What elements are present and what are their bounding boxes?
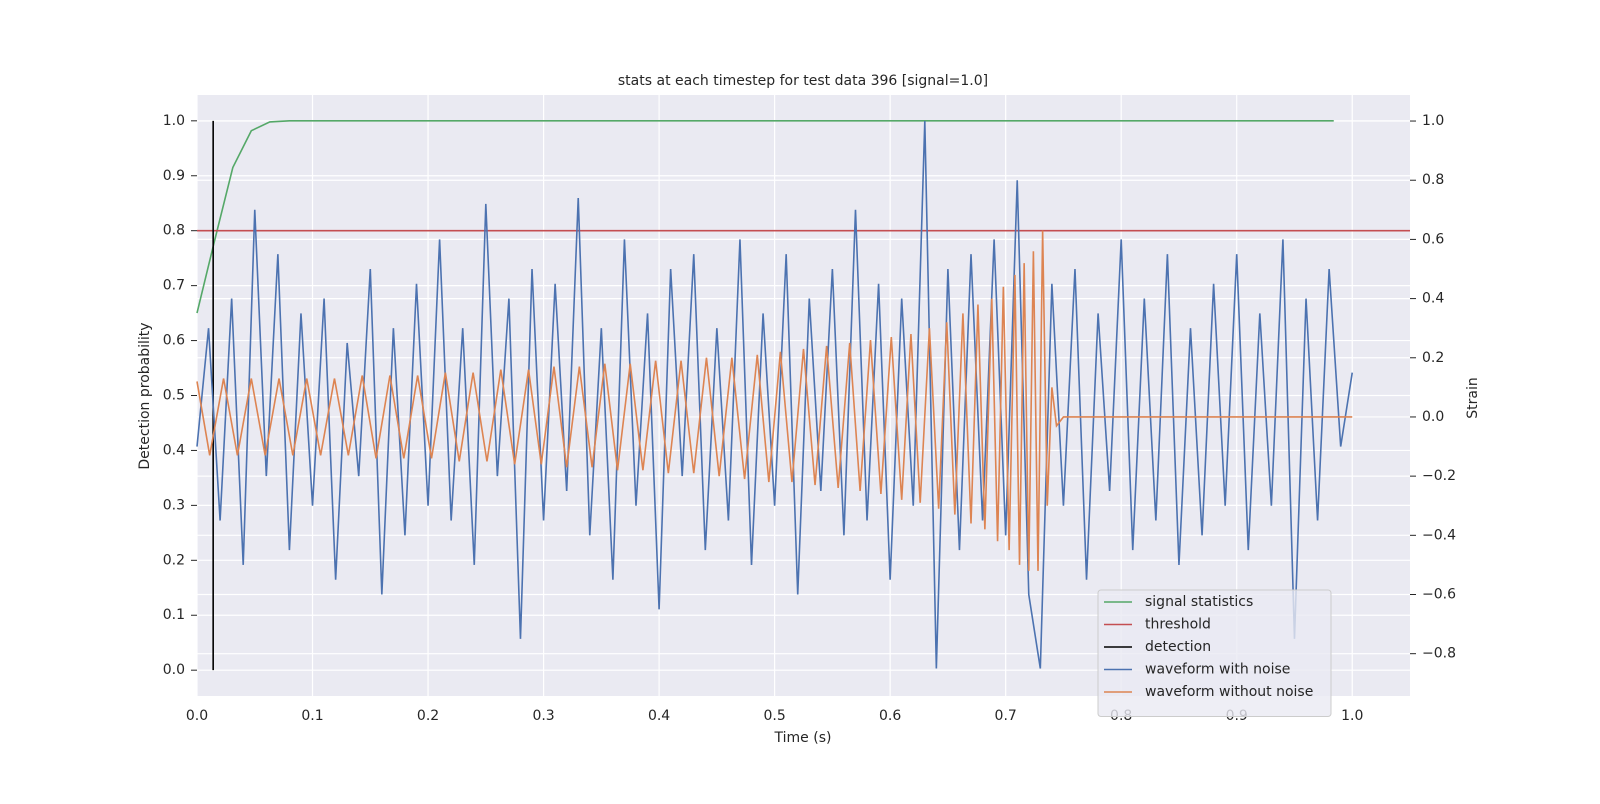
legend-label: signal statistics [1145,594,1253,610]
y-tick-label: 0.2 [163,552,185,568]
series-line [196,120,1334,314]
x-tick-label: 0.3 [532,708,554,724]
y2-axis-label: Strain [1465,377,1481,418]
chart-title: stats at each timestep for test data 396… [618,73,988,89]
x-tick-label: 0.1 [301,708,323,724]
y2-tick-label: 0.6 [1422,231,1444,247]
x-tick-label: 1.0 [1341,708,1363,724]
series-line [196,230,1353,571]
y-tick-label: 1.0 [163,113,185,129]
x-tick-label: 0.0 [186,708,208,724]
y2-tick-label: −0.6 [1422,587,1456,603]
x-tick-label: 0.6 [879,708,901,724]
x-tick-label: 0.7 [995,708,1017,724]
legend-label: waveform with noise [1145,662,1290,678]
y2-tick-label: −0.2 [1422,468,1456,484]
y2-tick-label: 0.8 [1422,172,1444,188]
legend-label: waveform without noise [1145,684,1313,700]
y2-tick-label: −0.8 [1422,646,1456,662]
y-tick-label: 0.5 [163,388,185,404]
x-tick-label: 0.5 [763,708,785,724]
y2-tick-label: 0.2 [1422,350,1444,366]
legend-box [1097,589,1332,717]
x-tick-label: 0.4 [648,708,670,724]
y2-tick-label: 0.4 [1422,291,1444,307]
y-tick-label: 0.1 [163,607,185,623]
legend-label: threshold [1145,617,1211,633]
y2-tick-label: 1.0 [1422,113,1444,129]
y-tick-label: 0.3 [163,497,185,513]
y-tick-label: 0.7 [163,278,185,294]
legend-label: detection [1145,639,1211,655]
y-tick-label: 0.9 [163,168,185,184]
x-tick-label: 0.2 [417,708,439,724]
y-axis-label: Detection probability [137,322,153,469]
y2-tick-label: −0.4 [1422,527,1456,543]
y-tick-label: 0.4 [163,442,185,458]
y2-tick-label: 0.0 [1422,409,1444,425]
series-line [196,121,1354,669]
y-tick-label: 0.6 [163,333,185,349]
x-axis-label: Time (s) [774,730,832,746]
y-tick-label: 0.0 [163,662,185,678]
y-tick-label: 0.8 [163,223,185,239]
